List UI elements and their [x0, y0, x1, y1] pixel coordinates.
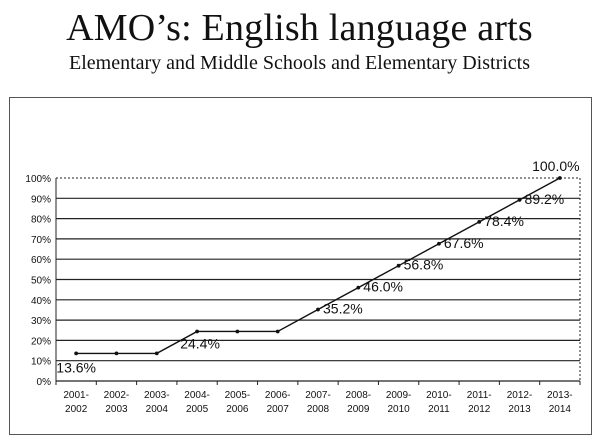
data-point	[195, 329, 199, 334]
data-point	[275, 329, 280, 334]
data-label: 100.0%	[532, 158, 579, 174]
x-tick-label: 2014	[549, 404, 572, 415]
x-tick-label: 2006	[226, 404, 249, 415]
x-tick-label: 2005	[186, 404, 209, 415]
data-label: 67.6%	[444, 235, 484, 251]
x-tick-label: 2008-	[346, 390, 372, 401]
x-tick-label: 2002-	[104, 390, 130, 401]
x-tick-label: 2013-	[547, 390, 573, 401]
x-tick-label: 2001-	[63, 390, 89, 401]
y-tick-label: 0%	[37, 377, 52, 388]
data-point	[437, 241, 441, 246]
y-tick-label: 90%	[31, 194, 51, 205]
x-tick-label: 2006-	[265, 390, 291, 401]
data-label: 46.0%	[363, 279, 403, 295]
data-point	[114, 351, 119, 356]
data-label: 24.4%	[180, 335, 220, 351]
y-tick-label: 80%	[31, 215, 51, 226]
x-tick-label: 2009-	[386, 390, 412, 401]
x-tick-label: 2012-	[507, 390, 533, 401]
data-point	[396, 263, 401, 268]
y-tick-label: 40%	[31, 296, 51, 307]
y-tick-label: 30%	[31, 316, 51, 327]
x-tick-label: 2004	[146, 404, 169, 415]
y-tick-label: 20%	[31, 336, 51, 347]
x-tick-label: 2010-	[426, 390, 452, 401]
x-tick-label: 2007-	[305, 390, 331, 401]
x-tick-label: 2011	[428, 404, 450, 415]
line-chart: 0% 10% 20% 30% 40% 50% 60% 70% 80% 90% 100% 2001- 20…	[25, 158, 581, 415]
data-label: 56.8%	[404, 257, 444, 273]
data-point	[356, 285, 361, 290]
data-label: 35.2%	[323, 301, 363, 317]
x-tick-label: 2002	[65, 404, 88, 415]
data-label: 78.4%	[484, 213, 524, 229]
x-tick-label: 2012	[468, 404, 491, 415]
x-tick-label: 2008	[307, 404, 330, 415]
data-point	[477, 219, 482, 224]
x-tick-label: 2003-	[144, 390, 170, 401]
data-point	[517, 198, 522, 202]
x-tick-label: 2010	[387, 404, 410, 415]
y-tick-label: 70%	[31, 235, 51, 246]
data-label: 89.2%	[525, 191, 565, 207]
x-tick-label: 2007	[267, 404, 290, 415]
data-point	[316, 307, 320, 312]
x-tick-label: 2011-	[467, 390, 492, 401]
x-tick-label: 2003	[105, 404, 128, 415]
y-tick-label: 100%	[25, 174, 51, 185]
y-tick-label: 60%	[31, 255, 51, 266]
x-tick-label: 2004-	[184, 390, 210, 401]
data-point	[154, 351, 159, 356]
data-label: 13.6%	[56, 359, 96, 375]
page-title: AMO’s: English language arts	[66, 7, 533, 49]
data-point	[557, 176, 562, 180]
x-tick-label: 2013	[508, 404, 531, 415]
x-tick-label: 2009	[347, 404, 370, 415]
y-tick-label: 10%	[31, 357, 51, 368]
y-tick-label: 50%	[31, 276, 51, 287]
data-point	[235, 329, 240, 334]
page-subtitle: Elementary and Middle Schools and Elemen…	[69, 52, 530, 74]
data-point	[74, 351, 79, 356]
series-line	[76, 177, 561, 355]
x-tick-label: 2005-	[225, 390, 251, 401]
chart-frame: 0% 10% 20% 30% 40% 50% 60% 70% 80% 90% 100% 2001- 20…	[9, 97, 592, 435]
